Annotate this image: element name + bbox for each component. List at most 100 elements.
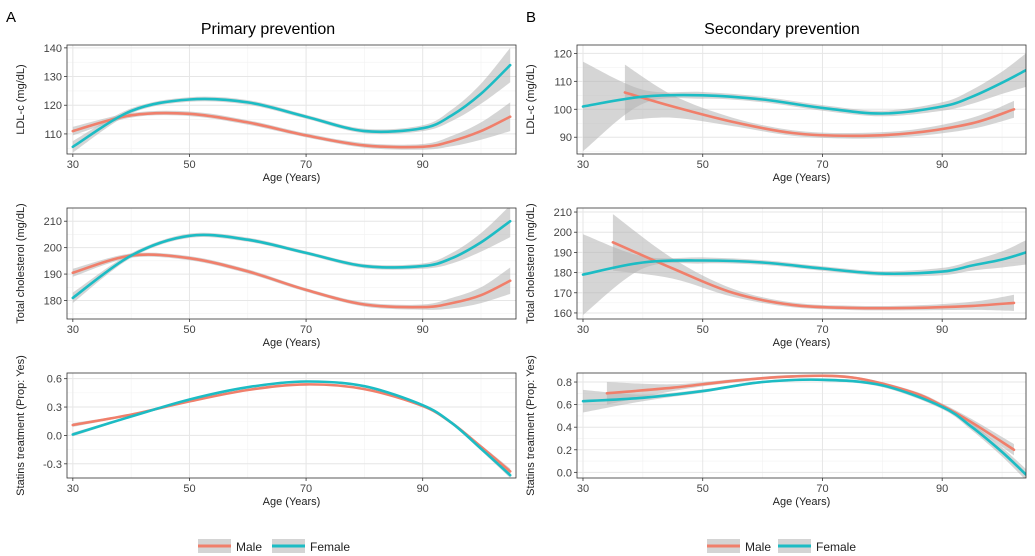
x-tick-label: 70 [300, 159, 312, 171]
y-axis-label: Statins treatment (Prop: Yes) [525, 355, 537, 496]
x-axis-label: Age (Years) [773, 172, 831, 184]
plot-frame [576, 372, 1027, 479]
plot-frame [576, 44, 1027, 155]
y-tick-label: 0.0 [557, 467, 572, 479]
plot-frame [66, 44, 517, 155]
plot-frame [576, 207, 1027, 320]
subplot-2: 30 50 70 90 180 190 200 210 Age (Years) Total cho… [15, 203, 517, 349]
plot-marks [581, 374, 1026, 478]
panel-title-a: Primary prevention [201, 21, 335, 38]
y-tick-label: 0.2 [557, 445, 572, 457]
y-tick-label: 0.4 [557, 422, 572, 434]
x-tick-label: 30 [577, 483, 589, 495]
plot-marks [71, 380, 512, 478]
x-tick-label: 90 [936, 483, 948, 495]
y-tick-label: 120 [554, 48, 572, 60]
x-tick-label: 50 [697, 483, 709, 495]
x-axis-label: Age (Years) [263, 172, 321, 184]
panel-letter-b: B [526, 9, 536, 26]
y-tick-label: 160 [554, 308, 572, 320]
x-tick-label: 70 [816, 159, 828, 171]
series-line-male [71, 253, 512, 309]
y-tick-label: 110 [554, 76, 572, 88]
y-tick-label: 190 [554, 247, 572, 259]
series-line-female [581, 378, 1026, 476]
y-tick-label: 130 [44, 72, 62, 84]
x-tick-label: 30 [67, 324, 79, 336]
y-tick-label: 90 [560, 132, 572, 144]
y-axis-label: Statins treatment (Prop: Yes) [15, 355, 27, 496]
plot-marks [581, 53, 1026, 152]
y-tick-label: 200 [554, 227, 572, 239]
y-tick-label: 0.0 [47, 430, 62, 442]
series-line-female [581, 68, 1026, 115]
series-line-male [623, 91, 1016, 138]
legend-b: Male Female [707, 539, 856, 554]
series-line-female [71, 219, 512, 300]
plots-layer: 30 50 70 90 110 120 130 140 Age (Years) LDL-c (mg… [15, 43, 1027, 508]
legend-label-male-a: Male [236, 540, 262, 554]
subplot-4: 30 50 70 90 90 100 110 120 Age (Years) LDL-c (mg/… [525, 44, 1027, 184]
x-tick-label: 30 [577, 324, 589, 336]
x-tick-label: 70 [816, 324, 828, 336]
plot-background [67, 45, 516, 154]
x-tick-label: 90 [417, 483, 429, 495]
y-tick-label: 190 [44, 269, 62, 281]
y-tick-label: 170 [554, 288, 572, 300]
x-tick-label: 50 [697, 159, 709, 171]
y-tick-label: 200 [44, 243, 62, 255]
y-tick-label: 210 [44, 216, 62, 228]
y-tick-label: -0.3 [43, 459, 62, 471]
x-tick-label: 90 [936, 159, 948, 171]
plot-background [67, 373, 516, 478]
y-axis-label: LDL-c (mg/dL) [15, 64, 27, 134]
y-tick-label: 0.8 [557, 377, 572, 389]
subplot-5: 30 50 70 90 160 170 180 190 200 210 Age (Years) Tot… [525, 203, 1027, 349]
subplot-6: 30 50 70 90 0.0 0.2 0.4 0.6 0.8 Age (Years) Statin… [525, 355, 1027, 508]
panel-title-b: Secondary prevention [704, 21, 860, 38]
x-tick-label: 70 [816, 483, 828, 495]
x-tick-label: 50 [183, 159, 195, 171]
x-axis-label: Age (Years) [773, 337, 831, 349]
y-tick-label: 0.6 [557, 400, 572, 412]
legend-label-male-b: Male [745, 540, 771, 554]
y-tick-label: 180 [554, 268, 572, 280]
legend-label-female-b: Female [816, 540, 856, 554]
confidence-band-female [583, 234, 1026, 315]
plot-marks [581, 214, 1026, 315]
x-tick-label: 90 [936, 324, 948, 336]
y-axis-label: LDL-c (mg/dL) [525, 64, 537, 134]
x-tick-label: 90 [417, 159, 429, 171]
plot-marks [71, 47, 512, 153]
y-tick-label: 210 [554, 207, 572, 219]
panel-letter-a: A [6, 9, 16, 26]
plot-frame [66, 207, 517, 320]
series-line-male [605, 374, 1016, 452]
y-axis-label: Total cholesterol (mg/dL) [525, 203, 537, 323]
series-line-female [581, 251, 1026, 276]
y-tick-label: 0.6 [47, 374, 62, 386]
y-tick-label: 100 [554, 104, 572, 116]
series-line-male [71, 111, 512, 149]
x-axis-label: Age (Years) [263, 337, 321, 349]
x-tick-label: 30 [67, 159, 79, 171]
y-tick-label: 0.3 [47, 402, 62, 414]
y-tick-label: 140 [44, 43, 62, 55]
plot-frame [66, 372, 517, 479]
y-tick-label: 120 [44, 100, 62, 112]
plot-marks [71, 208, 512, 310]
x-tick-label: 50 [183, 324, 195, 336]
subplot-1: 30 50 70 90 110 120 130 140 Age (Years) LDL-c (mg… [15, 43, 517, 184]
x-tick-label: 30 [577, 159, 589, 171]
x-tick-label: 90 [417, 324, 429, 336]
y-tick-label: 110 [44, 129, 62, 141]
y-axis-label: Total cholesterol (mg/dL) [15, 203, 27, 323]
series-line-female [71, 63, 512, 149]
legend-label-female-a: Female [310, 540, 350, 554]
series-line-female [71, 380, 512, 477]
x-tick-label: 70 [300, 483, 312, 495]
x-tick-label: 50 [183, 483, 195, 495]
legend-a: Male Female [198, 539, 350, 554]
y-tick-label: 180 [44, 296, 62, 308]
x-tick-label: 50 [697, 324, 709, 336]
